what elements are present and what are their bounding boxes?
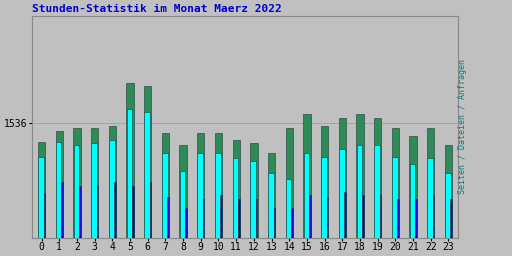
Bar [451, 199, 452, 256]
Bar [179, 145, 187, 256]
Bar [273, 208, 275, 256]
Bar [197, 133, 204, 256]
Bar [126, 109, 132, 256]
Bar [428, 158, 433, 256]
Bar [339, 149, 345, 256]
Bar [304, 153, 309, 256]
Bar [374, 118, 381, 256]
Bar [38, 142, 45, 256]
Bar [73, 129, 80, 256]
Bar [162, 133, 169, 256]
Bar [162, 153, 167, 256]
Bar [445, 145, 452, 256]
Bar [268, 173, 274, 256]
Bar [410, 164, 415, 256]
Bar [150, 182, 151, 256]
Text: Stunden-Statistik im Monat Maerz 2022: Stunden-Statistik im Monat Maerz 2022 [32, 4, 282, 14]
Bar [56, 131, 63, 256]
Bar [215, 153, 221, 256]
Bar [233, 158, 239, 256]
Bar [250, 143, 258, 256]
Bar [91, 143, 97, 256]
Bar [180, 171, 185, 256]
Bar [380, 195, 381, 256]
Bar [250, 161, 256, 256]
Bar [238, 199, 240, 256]
Bar [415, 199, 417, 256]
Bar [321, 156, 327, 256]
Bar [44, 193, 45, 256]
Bar [97, 185, 98, 256]
Bar [185, 208, 187, 256]
Bar [198, 153, 203, 256]
Bar [38, 156, 44, 256]
Bar [126, 83, 134, 256]
Bar [132, 186, 134, 256]
Bar [321, 125, 328, 256]
Bar [433, 195, 434, 256]
Bar [397, 199, 399, 256]
Bar [291, 208, 293, 256]
Bar [309, 195, 310, 256]
Bar [303, 114, 311, 256]
Bar [392, 129, 399, 256]
Bar [215, 133, 222, 256]
Bar [221, 195, 222, 256]
Bar [392, 156, 398, 256]
Bar [445, 173, 451, 256]
Bar [167, 197, 169, 256]
Bar [338, 118, 346, 256]
Bar [256, 199, 258, 256]
Bar [114, 182, 116, 256]
Bar [61, 182, 63, 256]
Bar [410, 136, 417, 256]
Bar [356, 114, 364, 256]
Bar [91, 129, 98, 256]
Bar [427, 129, 435, 256]
Bar [203, 199, 204, 256]
Bar [232, 140, 240, 256]
Y-axis label: Seiten / Dateien / Anfragen: Seiten / Dateien / Anfragen [458, 59, 467, 195]
Bar [79, 186, 80, 256]
Bar [362, 195, 364, 256]
Bar [344, 192, 346, 256]
Bar [56, 142, 61, 256]
Bar [286, 129, 293, 256]
Bar [109, 125, 116, 256]
Bar [74, 145, 79, 256]
Bar [144, 87, 152, 256]
Bar [144, 112, 150, 256]
Bar [374, 145, 380, 256]
Bar [109, 140, 115, 256]
Bar [357, 145, 362, 256]
Bar [327, 197, 328, 256]
Bar [286, 179, 291, 256]
Bar [268, 153, 275, 256]
